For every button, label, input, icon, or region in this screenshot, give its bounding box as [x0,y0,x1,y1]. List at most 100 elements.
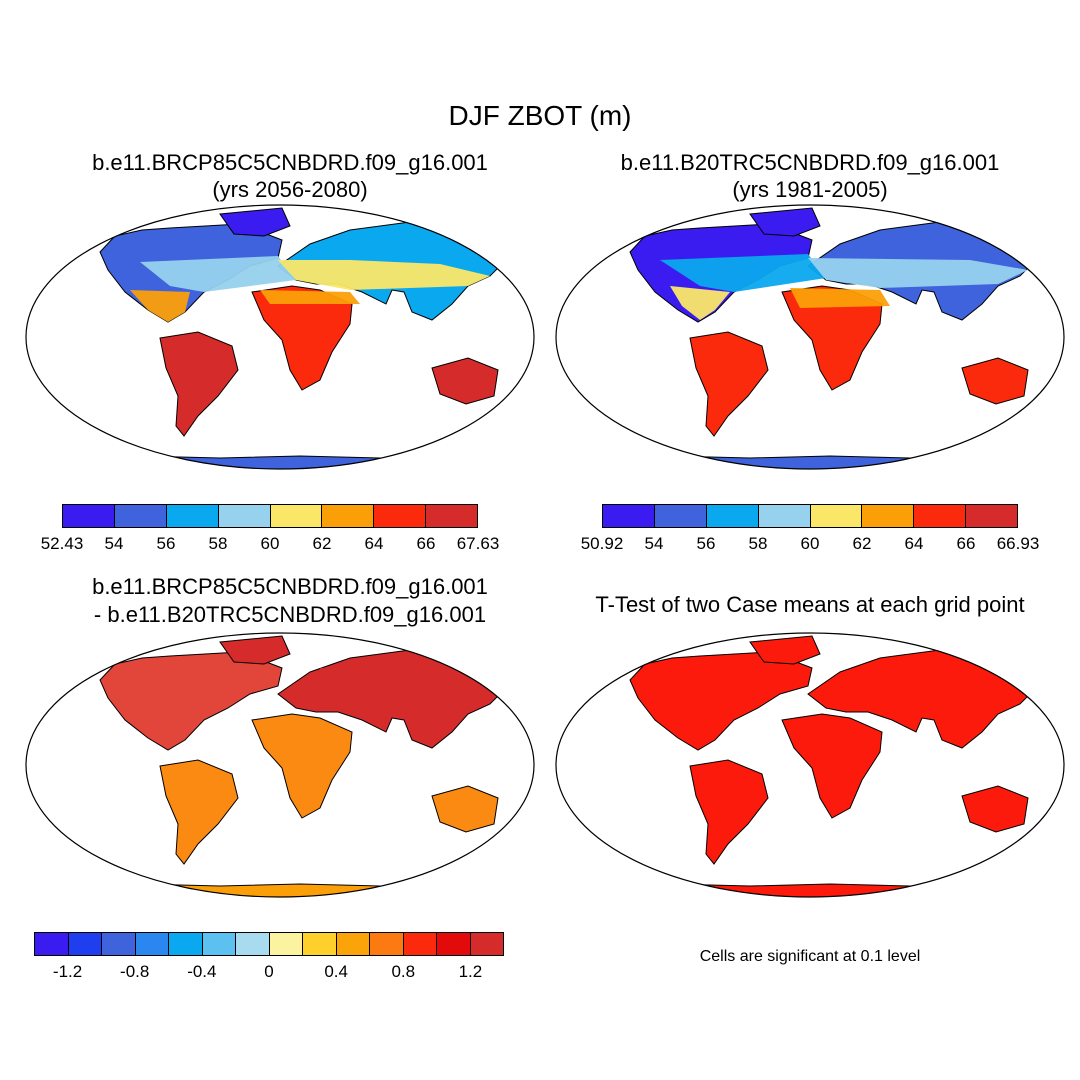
colorbar-swatch [68,933,102,955]
colorbar-bl-ticks: -1.2 -0.8 -0.4 0 0.4 0.8 1.2 [34,962,504,982]
colorbar-tick-label: 1.2 [458,962,483,981]
colorbar-swatch [35,933,69,955]
colorbar-tick-label: 0.4 [324,962,348,981]
panel-br-title: T-Test of two Case means at each grid po… [595,592,1025,617]
land-namerica [629,651,813,751]
colorbar-tl-ticks: 52.43 54 56 58 60 62 64 66 67.63 [41,534,500,554]
panel-tl-title-line1: b.e11.BRCP85C5CNBDRD.f09_g16.001 [92,150,488,175]
panel-tr-title-line1: b.e11.B20TRC5CNBDRD.f09_g16.001 [620,150,1000,175]
panel-bl-title-line2: - b.e11.B20TRC5CNBDRD.f09_g16.001 [93,602,487,627]
colorbar-tick-label: 58 [748,534,768,553]
colorbar-swatch [374,505,427,527]
colorbar-swatch [336,933,370,955]
colorbar-swatch [966,505,1017,527]
land-antarctica [85,883,475,897]
map-frame [555,632,1065,898]
colorbar-swatch [202,933,236,955]
colorbar-bl [34,932,504,956]
colorbar-tick-label: 54 [644,534,664,553]
land-australia [961,785,1029,833]
map-historical-mean [555,204,1065,470]
land-greenland [749,207,821,237]
colorbar-swatch [758,505,811,527]
colorbar-tick-label: 66.93 [996,534,1040,553]
colorbar-tl [62,504,478,528]
colorbar-tick-label: 56 [696,534,716,553]
land-australia [431,785,499,833]
colorbar-tick-label: 60 [260,534,280,553]
colorbar-swatch [218,505,271,527]
value-band [260,290,360,304]
land-africa [781,713,883,819]
colorbar-tick-label: 58 [208,534,228,553]
colorbar-swatch [437,933,471,955]
value-band [790,288,890,308]
colorbar-swatch [810,505,863,527]
value-band [130,290,190,322]
colorbar-tick-label: 64 [904,534,924,553]
land-greenland [219,635,291,665]
colorbar-tick-label: 62 [312,534,332,553]
colorbar-swatch [63,505,115,527]
colorbar-swatch [102,933,136,955]
colorbar-swatch [322,505,375,527]
figure-title: DJF ZBOT (m) [448,100,632,131]
colorbar-tick-label: 66 [956,534,976,553]
map-frame [555,204,1065,470]
land-samerica [689,331,769,437]
land-antarctica [615,883,1005,897]
colorbar-tick-label: -1.2 [52,962,83,981]
colorbar-tick-label: 54 [104,534,124,553]
colorbar-swatch [303,933,337,955]
map-rcp85-mean [25,204,535,470]
land-namerica [99,651,283,751]
land-australia [431,357,499,405]
value-band [140,256,296,292]
colorbar-swatch [426,505,477,527]
colorbar-swatch [370,933,404,955]
colorbar-tick-label: -0.8 [120,962,150,981]
colorbar-swatch [914,505,967,527]
land-samerica [159,759,239,865]
colorbar-swatch [603,505,655,527]
colorbar-swatch [269,933,303,955]
land-greenland [749,635,821,665]
colorbar-tr [602,504,1018,528]
value-band [278,260,490,290]
colorbar-tick-label: 62 [852,534,872,553]
map-frame [25,204,535,470]
land-samerica [159,331,239,437]
colorbar-tick-label: 64 [364,534,384,553]
colorbar-swatch [270,505,323,527]
colorbar-tr-ticks: 50.92 54 56 58 60 62 64 66 66.93 [581,534,1040,554]
panel-tl-title-line2: (yrs 2056-2080) [212,177,368,202]
significance-note: Cells are significant at 0.1 level [699,948,921,965]
land-antarctica [85,455,475,469]
colorbar-swatch [169,933,203,955]
colorbar-swatch [236,933,270,955]
colorbar-tick-label: 0 [264,962,274,981]
land-greenland [219,207,291,237]
map-difference [25,632,535,898]
colorbar-tick-label: 56 [156,534,176,553]
colorbar-swatch [470,933,503,955]
colorbar-tick-label: -0.4 [187,962,217,981]
land-africa [251,713,353,819]
colorbar-tick-label: 52.43 [40,534,84,553]
land-antarctica [615,455,1005,469]
value-band [808,258,1028,288]
colorbar-swatch [654,505,707,527]
land-samerica [689,759,769,865]
colorbar-tick-label: 67.63 [456,534,500,553]
land-africa [251,285,353,391]
colorbar-swatch [403,933,437,955]
colorbar-swatch [166,505,219,527]
colorbar-tick-label: 66 [416,534,436,553]
map-ttest-significance [555,632,1065,898]
panel-tr-title-line2: (yrs 1981-2005) [732,177,888,202]
colorbar-swatch [114,505,167,527]
panel-bl-title-line1: b.e11.BRCP85C5CNBDRD.f09_g16.001 [92,574,488,599]
colorbar-swatch [135,933,169,955]
value-band [660,254,826,292]
map-frame [25,632,535,898]
